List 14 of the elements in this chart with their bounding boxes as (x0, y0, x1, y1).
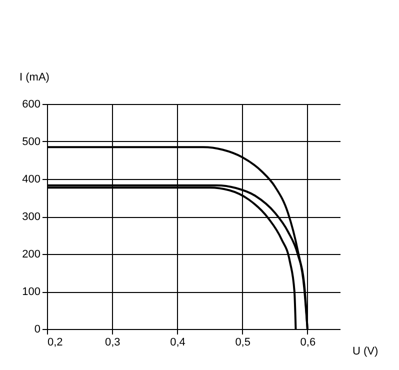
x-tick-label: 0,6 (300, 336, 316, 348)
x-tick-label: 0,5 (235, 336, 250, 348)
y-tick-label: 100 (22, 286, 40, 298)
y-tick-label: 400 (22, 174, 40, 186)
y-tick-label: 0 (34, 324, 40, 336)
y-tick-label: 500 (22, 136, 40, 148)
y-tick-label: 300 (22, 211, 40, 223)
x-tick-label: 0,3 (104, 336, 120, 348)
y-axis-title: I (mA) (20, 72, 50, 84)
x-tick-label: 0,2 (48, 336, 63, 348)
y-tick-label: 600 (22, 98, 40, 110)
x-axis-title: U (V) (352, 346, 378, 358)
x-tick-label: 0,4 (170, 336, 186, 348)
y-tick-label: 200 (22, 248, 40, 260)
